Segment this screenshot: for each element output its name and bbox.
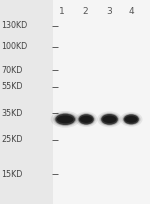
Text: 2: 2: [82, 7, 88, 16]
Text: 35KD: 35KD: [2, 109, 23, 118]
Text: 4: 4: [128, 7, 134, 16]
Ellipse shape: [99, 113, 120, 126]
Text: 3: 3: [106, 7, 112, 16]
Text: 1: 1: [59, 7, 65, 16]
Bar: [53, 0, 150, 204]
Ellipse shape: [75, 112, 98, 127]
Text: 15KD: 15KD: [2, 170, 23, 179]
Ellipse shape: [97, 111, 122, 127]
Text: 55KD: 55KD: [2, 82, 23, 91]
Ellipse shape: [125, 116, 138, 123]
Ellipse shape: [124, 114, 139, 124]
Ellipse shape: [80, 116, 93, 123]
Bar: [0, 0, 53, 204]
Ellipse shape: [51, 111, 80, 128]
Ellipse shape: [122, 113, 141, 125]
Ellipse shape: [56, 114, 75, 125]
Text: 25KD: 25KD: [2, 135, 23, 144]
Ellipse shape: [77, 113, 96, 126]
Ellipse shape: [79, 114, 94, 124]
Ellipse shape: [102, 116, 117, 123]
Ellipse shape: [100, 113, 119, 125]
Ellipse shape: [123, 114, 140, 125]
Text: 70KD: 70KD: [2, 66, 23, 75]
Ellipse shape: [120, 112, 142, 127]
Ellipse shape: [53, 112, 77, 126]
Text: 130KD: 130KD: [2, 21, 28, 30]
Ellipse shape: [78, 114, 94, 125]
Ellipse shape: [101, 114, 118, 125]
Text: 100KD: 100KD: [2, 42, 28, 51]
Ellipse shape: [57, 115, 74, 123]
Ellipse shape: [55, 113, 76, 125]
